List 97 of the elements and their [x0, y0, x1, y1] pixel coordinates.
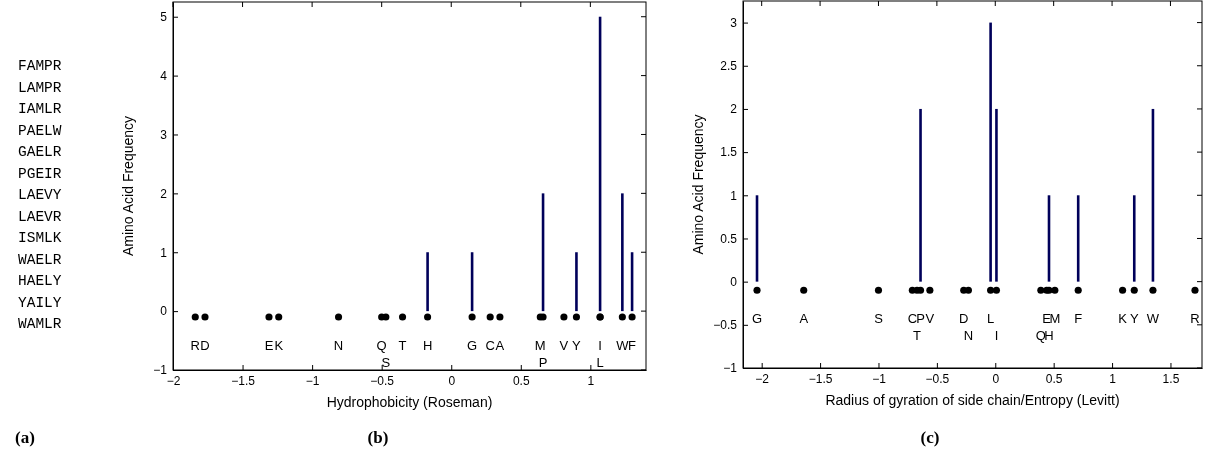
bar — [621, 193, 624, 312]
annotation: D — [200, 337, 210, 353]
bar — [1132, 195, 1136, 282]
annotation: R — [190, 337, 200, 353]
annotation: I — [598, 337, 602, 353]
annotation: D — [959, 310, 969, 326]
text: HAELY — [18, 273, 62, 289]
annotation: P — [916, 310, 925, 326]
x-tick-label: −1 — [872, 371, 887, 386]
x-tick-label: 0 — [448, 373, 456, 388]
x-tick-label: 1.5 — [1162, 371, 1180, 386]
x-axis-title: Hydrophobicity (Roseman) — [326, 394, 493, 410]
y-tick-label: 3 — [730, 15, 738, 30]
annotation: M — [534, 337, 546, 353]
annotation: N — [333, 337, 344, 353]
annotation: F — [1074, 310, 1083, 326]
annotation: S — [874, 310, 884, 326]
annotation: K — [1118, 310, 1128, 326]
x-axis-title: Radius of gyration of side chain/Entropy (Levitt) — [825, 392, 1120, 408]
text: FAMPR — [18, 58, 62, 74]
y-tick-label: 2 — [160, 186, 168, 201]
text: ISMLK — [18, 230, 62, 246]
annotation: P — [538, 354, 548, 370]
text: (a) — [15, 428, 35, 447]
annotation: Y — [572, 337, 582, 353]
text: PAELW — [18, 122, 62, 139]
annotation: H — [1044, 327, 1054, 343]
annotation: W — [1146, 310, 1160, 326]
text: (b) — [367, 428, 389, 447]
x-tick-label: 0.5 — [512, 373, 530, 388]
x-tick-label: −2 — [755, 371, 770, 386]
bar — [995, 108, 998, 282]
annotation: Y — [1129, 310, 1139, 326]
y-axis-title: Amino Acid Frequency — [690, 114, 706, 255]
annotation: T — [913, 327, 922, 343]
annotation: L — [596, 354, 604, 370]
annotation: L — [986, 310, 995, 326]
y-tick-label: 1.5 — [720, 145, 738, 160]
text: WAELR — [18, 251, 62, 268]
annotation: W — [616, 337, 630, 353]
text: LAEVY — [18, 187, 62, 203]
y-tick-label: 0.5 — [720, 231, 738, 246]
y-tick-label: 1 — [160, 245, 168, 260]
y-tick-label: 3 — [160, 127, 168, 142]
annotation: S — [381, 354, 391, 370]
text: IAMLR — [18, 101, 62, 117]
annotation: M — [1049, 310, 1061, 326]
annotation: Q — [376, 337, 387, 353]
annotation: A — [799, 310, 809, 326]
x-tick-label: −2 — [166, 373, 181, 388]
bar — [575, 252, 578, 312]
text: YAILY — [18, 294, 62, 311]
y-axis-title: Amino Acid Frequency — [120, 115, 136, 257]
annotation: C — [485, 337, 495, 353]
text: (c) — [920, 428, 940, 447]
annotation: H — [422, 337, 433, 353]
x-tick-label: 1 — [1109, 371, 1117, 386]
y-tick-label: 4 — [160, 68, 168, 83]
x-tick-label: −0.5 — [370, 373, 395, 388]
text: GAELR — [18, 144, 62, 160]
annotation: K — [274, 337, 284, 353]
x-tick-label: 0.5 — [1045, 371, 1063, 386]
bar — [989, 22, 992, 282]
annotation: I — [994, 327, 999, 343]
annotation: G — [467, 337, 478, 353]
y-tick-label: 0 — [160, 304, 168, 319]
text: LAEVR — [18, 208, 62, 225]
y-tick-label: 5 — [160, 10, 168, 25]
annotation: E — [264, 337, 274, 353]
x-tick-label: 0 — [992, 371, 1000, 386]
y-tick-label: 1 — [730, 188, 738, 203]
annotation: G — [751, 310, 763, 326]
text: PGEIR — [18, 165, 62, 182]
text: WAMLR — [18, 316, 62, 332]
y-tick-label: 2 — [730, 102, 738, 117]
annotation: Q — [1035, 327, 1046, 343]
x-tick-label: −1.5 — [231, 373, 256, 388]
x-tick-label: −0.5 — [925, 371, 950, 386]
annotation: C — [907, 310, 918, 326]
bar — [426, 252, 429, 312]
annotation: R — [1190, 310, 1200, 326]
bar — [919, 108, 922, 282]
annotation: T — [398, 337, 407, 353]
annotation: V — [559, 337, 569, 353]
annotation: A — [495, 337, 505, 353]
text: LAMPR — [18, 79, 62, 96]
y-tick-label: −0.5 — [713, 318, 738, 333]
annotation: V — [925, 310, 935, 326]
annotation: N — [963, 327, 974, 343]
y-tick-label: −1 — [723, 361, 738, 376]
x-tick-label: −1 — [305, 373, 320, 388]
annotation: E — [1042, 310, 1052, 326]
x-tick-label: 1 — [587, 373, 595, 388]
x-tick-label: −1.5 — [808, 371, 833, 386]
annotation: F — [628, 337, 637, 353]
y-tick-label: 2.5 — [720, 59, 738, 74]
y-tick-label: 0 — [730, 274, 738, 289]
